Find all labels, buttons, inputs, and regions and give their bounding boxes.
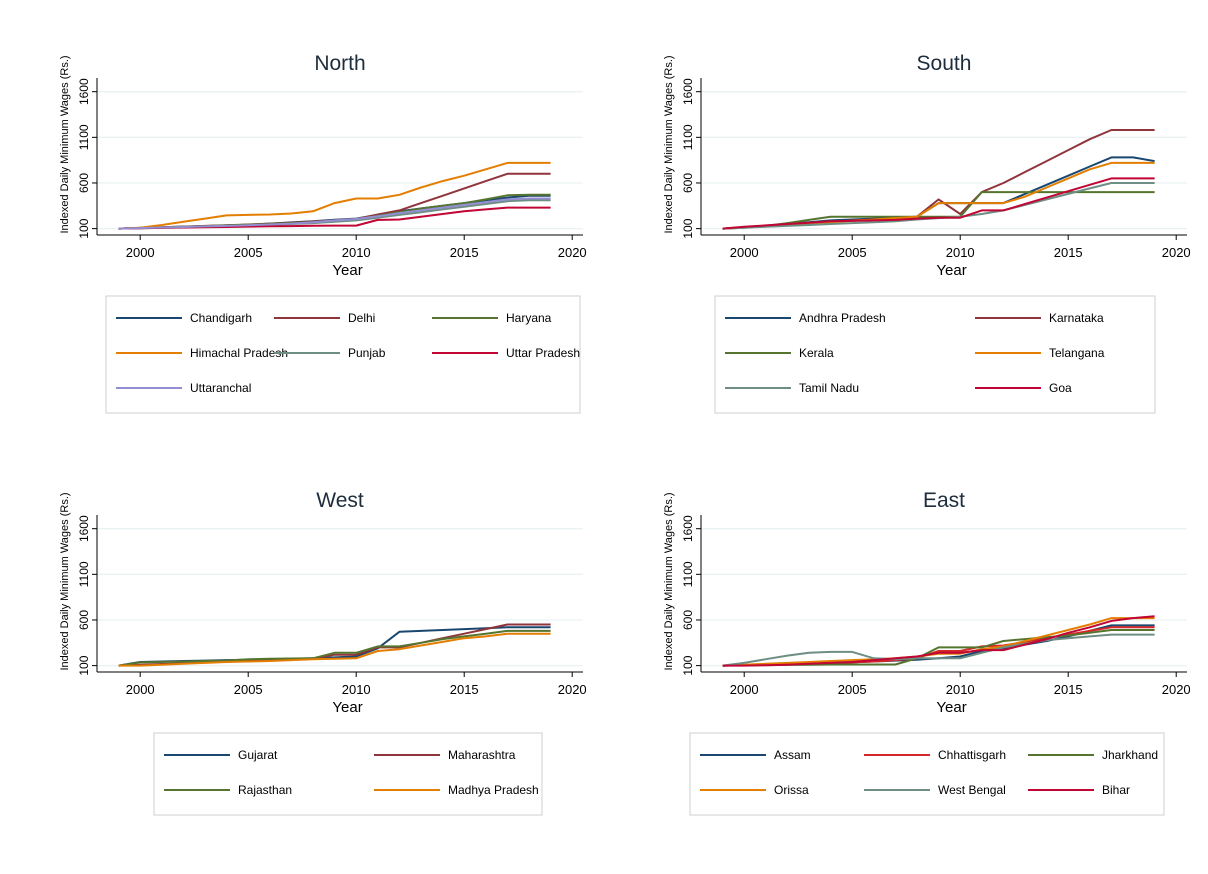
series-line-punjab xyxy=(118,199,551,230)
x-tick-label: 2000 xyxy=(126,245,155,260)
chart-svg: South 100 600 1100 1600 2000 2005 2010 2015 2020 Y… xyxy=(663,52,1191,414)
y-tick-label: 1100 xyxy=(681,561,695,587)
chart-title: North xyxy=(314,52,365,75)
series-line-haryana xyxy=(118,193,551,230)
y-tick-label: 600 xyxy=(77,173,91,193)
series-line-jharkhand xyxy=(722,629,1155,667)
legend-label: Telangana xyxy=(1049,346,1105,360)
chart-title: South xyxy=(917,52,972,75)
x-axis-label: Year xyxy=(332,699,362,716)
series-line-west-bengal xyxy=(722,633,1155,667)
y-axis-label: Indexed Daily Minimum Wages (Rs.) xyxy=(663,55,675,233)
legend xyxy=(105,295,581,414)
legend-label: Rajasthan xyxy=(238,783,292,797)
legend-label: Karnataka xyxy=(1049,311,1104,325)
legend xyxy=(714,295,1156,414)
series-line-rajasthan xyxy=(118,629,551,667)
y-tick-label: 600 xyxy=(681,610,695,630)
series-line-madhya-pradesh xyxy=(118,632,551,667)
legend-label: Madhya Pradesh xyxy=(448,783,539,797)
y-axis-label: Indexed Daily Minimum Wages (Rs.) xyxy=(59,492,71,670)
legend-label: Tamil Nadu xyxy=(799,381,859,395)
series-line-karnataka xyxy=(722,129,1155,230)
series-line-goa xyxy=(722,177,1155,230)
y-tick-label: 100 xyxy=(681,655,695,675)
x-tick-label: 2020 xyxy=(558,682,587,697)
y-tick-label: 1100 xyxy=(77,561,91,587)
legend-label: Jharkhand xyxy=(1102,748,1158,762)
chart-title: East xyxy=(923,489,965,512)
x-tick-label: 2020 xyxy=(1162,682,1191,697)
legend-label: Uttaranchal xyxy=(190,381,251,395)
series-line-tamil-nadu xyxy=(722,182,1155,230)
chart-svg: West 100 600 1100 1600 2000 2005 2010 2015 2020 Ye… xyxy=(59,489,587,816)
legend-label: Gujarat xyxy=(238,748,278,762)
y-tick-label: 1100 xyxy=(681,124,695,150)
legend-label: Chhattisgarh xyxy=(938,748,1006,762)
y-tick-label: 100 xyxy=(77,655,91,675)
legend-label: Kerala xyxy=(799,346,834,360)
x-tick-label: 2005 xyxy=(234,245,263,260)
series-line-bihar xyxy=(722,615,1155,667)
x-tick-label: 2015 xyxy=(1054,682,1083,697)
y-tick-label: 1100 xyxy=(77,124,91,150)
x-tick-label: 2000 xyxy=(730,682,759,697)
series-line-uttaranchal xyxy=(118,197,551,230)
y-tick-label: 1600 xyxy=(77,515,91,542)
panel-south: South 100 600 1100 1600 2000 2005 2010 2015 2020 Y… xyxy=(604,0,1208,437)
y-tick-label: 1600 xyxy=(681,515,695,542)
x-tick-label: 2010 xyxy=(946,245,975,260)
legend-label: Himachal Pradesh xyxy=(190,346,288,360)
x-tick-label: 2005 xyxy=(838,682,867,697)
legend-label: Delhi xyxy=(348,311,375,325)
panel-north: North 100 600 1100 1600 2000 2005 2010 2015 2020 Y… xyxy=(0,0,604,437)
legend-label: Orissa xyxy=(774,783,809,797)
x-tick-label: 2015 xyxy=(1054,245,1083,260)
y-tick-label: 600 xyxy=(681,173,695,193)
panel-east: East 100 600 1100 1600 2000 2005 2010 2015 2020 Ye… xyxy=(604,437,1208,874)
y-tick-label: 1600 xyxy=(681,78,695,105)
chart-svg: North 100 600 1100 1600 2000 2005 2010 2015 2020 Y… xyxy=(59,52,587,414)
legend-label: Uttar Pradesh xyxy=(506,346,580,360)
x-axis-label: Year xyxy=(936,699,966,716)
legend-label: Bihar xyxy=(1102,783,1130,797)
legend-label: Haryana xyxy=(506,311,552,325)
y-tick-label: 100 xyxy=(77,218,91,238)
x-axis-label: Year xyxy=(936,262,966,279)
legend-label: Maharashtra xyxy=(448,748,516,762)
x-tick-label: 2020 xyxy=(1162,245,1191,260)
series-line-uttar-pradesh xyxy=(118,206,551,230)
chart-title: West xyxy=(316,489,364,512)
x-tick-label: 2015 xyxy=(450,245,479,260)
x-tick-label: 2010 xyxy=(342,682,371,697)
x-tick-label: 2015 xyxy=(450,682,479,697)
y-tick-label: 600 xyxy=(77,610,91,630)
legend-label: Andhra Pradesh xyxy=(799,311,886,325)
y-axis-label: Indexed Daily Minimum Wages (Rs.) xyxy=(663,492,675,670)
x-tick-label: 2005 xyxy=(838,245,867,260)
x-tick-label: 2000 xyxy=(730,245,759,260)
legend-label: Chandigarh xyxy=(190,311,252,325)
x-tick-label: 2005 xyxy=(234,682,263,697)
series-line-himachal-pradesh xyxy=(118,161,551,230)
series-line-chandigarh xyxy=(118,194,551,230)
x-tick-label: 2000 xyxy=(126,682,155,697)
x-axis-label: Year xyxy=(332,262,362,279)
legend xyxy=(689,732,1165,816)
y-tick-label: 100 xyxy=(681,218,695,238)
y-tick-label: 1600 xyxy=(77,78,91,105)
x-tick-label: 2010 xyxy=(342,245,371,260)
legend-label: Assam xyxy=(774,748,811,762)
legend xyxy=(153,732,543,816)
legend-label: Punjab xyxy=(348,346,386,360)
chart-svg: East 100 600 1100 1600 2000 2005 2010 2015 2020 Ye… xyxy=(663,489,1191,816)
legend-label: Goa xyxy=(1049,381,1072,395)
x-tick-label: 2020 xyxy=(558,245,587,260)
x-tick-label: 2010 xyxy=(946,682,975,697)
panel-west: West 100 600 1100 1600 2000 2005 2010 2015 2020 Ye… xyxy=(0,437,604,874)
legend-label: West Bengal xyxy=(938,783,1006,797)
y-axis-label: Indexed Daily Minimum Wages (Rs.) xyxy=(59,55,71,233)
